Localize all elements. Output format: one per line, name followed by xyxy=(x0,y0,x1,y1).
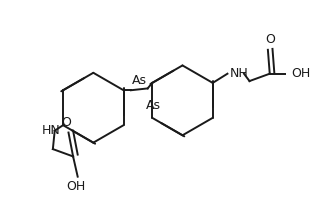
Text: HN: HN xyxy=(42,124,60,137)
Text: As: As xyxy=(132,74,147,88)
Text: O: O xyxy=(265,33,275,46)
Text: As: As xyxy=(146,99,161,112)
Text: OH: OH xyxy=(291,67,310,80)
Text: NH: NH xyxy=(229,67,248,80)
Text: O: O xyxy=(62,116,72,129)
Text: OH: OH xyxy=(66,180,86,193)
